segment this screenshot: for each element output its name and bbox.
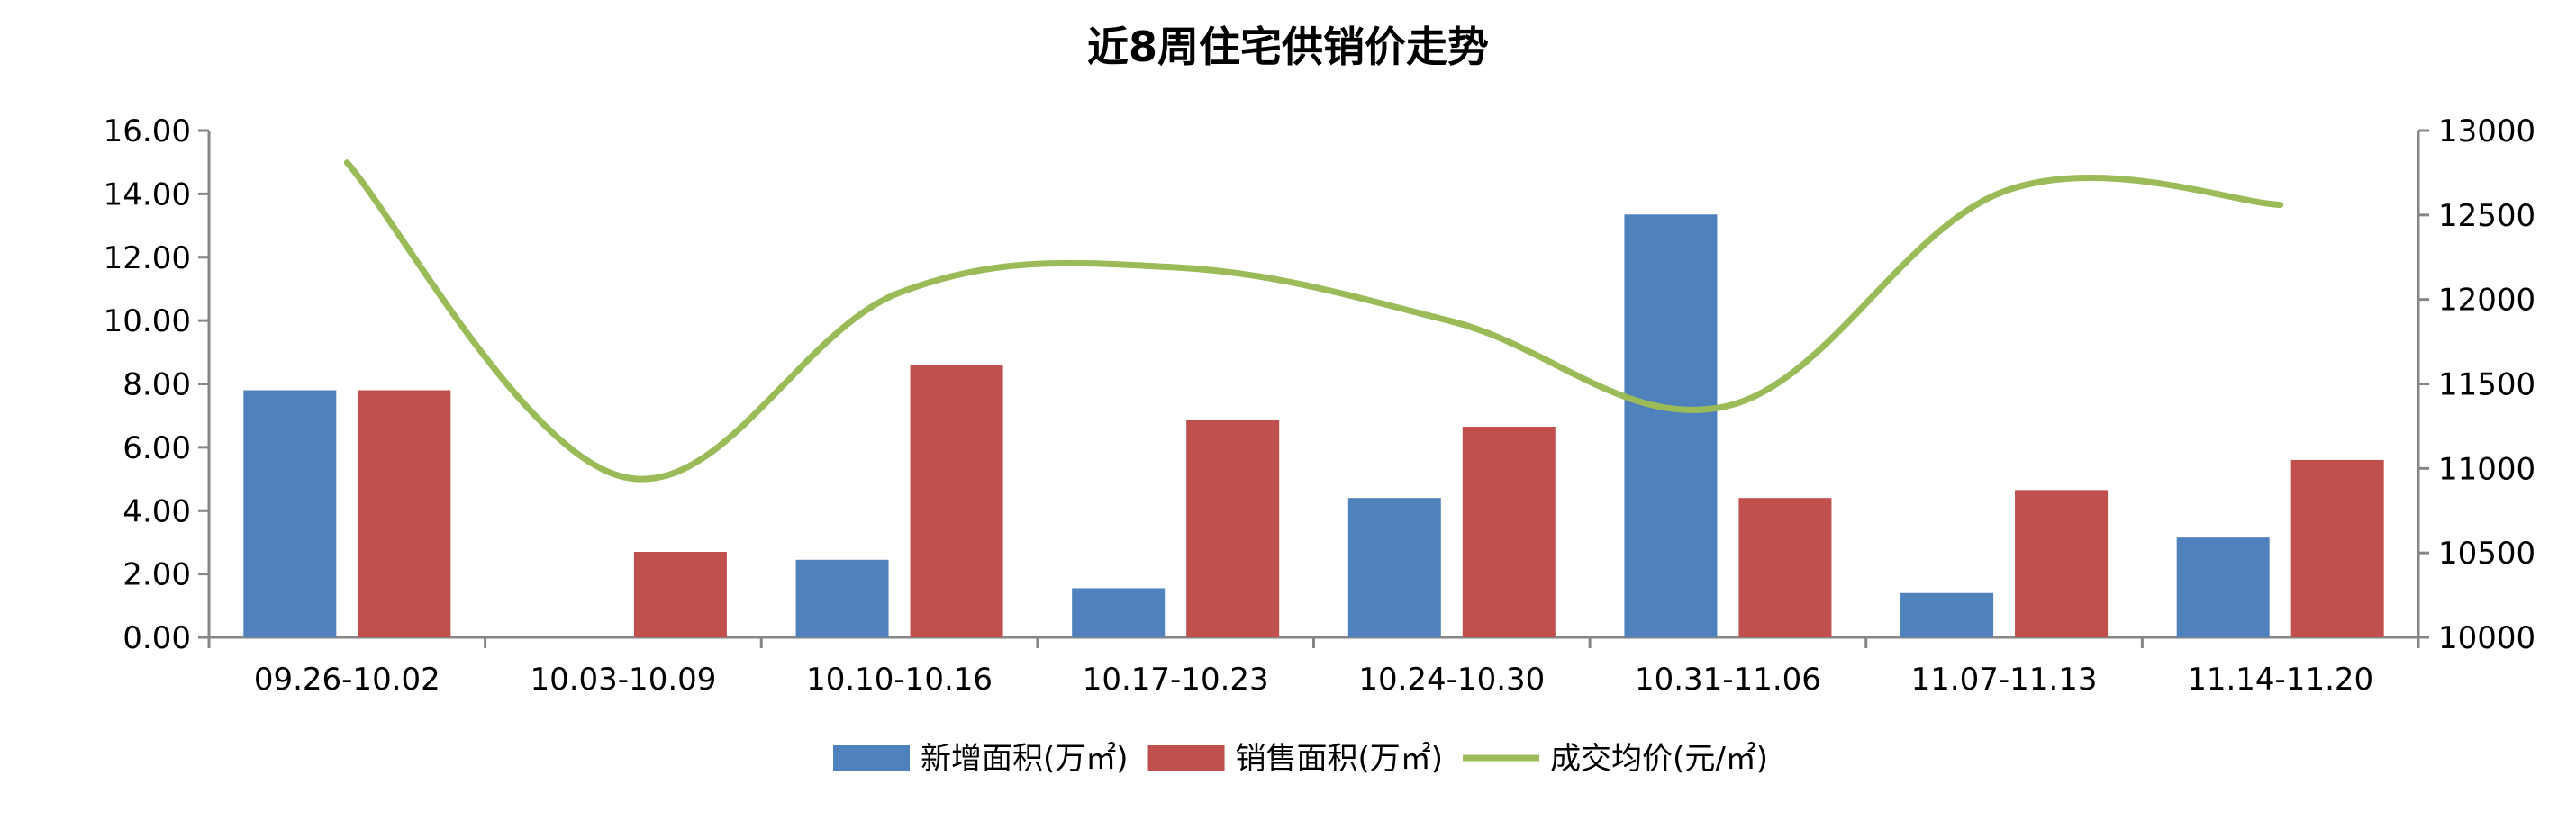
bar bbox=[2176, 537, 2270, 637]
x-tick-label: 11.07-11.13 bbox=[1911, 662, 2098, 698]
bar bbox=[1624, 214, 1718, 637]
y-left-tick-label: 2.00 bbox=[122, 557, 191, 593]
bar bbox=[1072, 588, 1166, 637]
y-left-tick-label: 12.00 bbox=[104, 240, 191, 276]
bar bbox=[243, 390, 337, 637]
x-tick-label: 10.17-10.23 bbox=[1083, 662, 1269, 698]
bar bbox=[1186, 420, 1280, 637]
chart-title: 近8周住宅供销价走势 bbox=[1087, 23, 1489, 71]
legend-label: 成交均价(元/㎡) bbox=[1550, 741, 1768, 777]
price-line bbox=[343, 159, 2284, 483]
y-right-tick-label: 11500 bbox=[2438, 367, 2535, 403]
y-right-tick-label: 10000 bbox=[2438, 620, 2535, 656]
x-tick-label: 10.03-10.09 bbox=[530, 662, 716, 698]
y-left-tick-label: 14.00 bbox=[104, 176, 191, 212]
bar bbox=[2290, 459, 2384, 637]
bar bbox=[910, 365, 1003, 637]
bar bbox=[1900, 592, 1994, 637]
legend-label: 新增面积(万㎡) bbox=[921, 741, 1129, 777]
bar bbox=[358, 390, 451, 637]
y-right-tick-label: 12500 bbox=[2438, 198, 2535, 234]
y-right-tick-label: 12000 bbox=[2438, 283, 2535, 319]
y-left-tick-label: 0.00 bbox=[122, 620, 191, 656]
x-tick-label: 10.24-10.30 bbox=[1358, 662, 1545, 698]
y-left-tick-label: 16.00 bbox=[104, 113, 191, 149]
legend: 新增面积(万㎡) 销售面积(万㎡) 成交均价(元/㎡) bbox=[833, 741, 1768, 777]
y-left-tick-label: 6.00 bbox=[122, 430, 191, 466]
y-right-tick-label: 11000 bbox=[2438, 451, 2535, 487]
y-left-tick-label: 4.00 bbox=[122, 493, 191, 529]
bar bbox=[633, 551, 727, 637]
bar bbox=[1462, 427, 1556, 637]
bar bbox=[1738, 498, 1832, 637]
bar bbox=[795, 559, 889, 637]
y-left-tick-label: 10.00 bbox=[104, 303, 191, 339]
plot-area: 0.00 2.00 4.00 6.00 8.00 10.00 12.00 14.00 16.00… bbox=[104, 113, 2536, 698]
x-tick-label: 10.10-10.16 bbox=[806, 662, 993, 698]
x-tick-label: 10.31-11.06 bbox=[1635, 662, 1821, 698]
x-tick-label: 09.26-10.02 bbox=[254, 662, 440, 698]
bar bbox=[2015, 490, 2109, 637]
legend-swatch bbox=[833, 745, 910, 771]
y-right-tick-label: 10500 bbox=[2438, 536, 2535, 572]
x-tick-label: 11.14-11.20 bbox=[2187, 662, 2373, 698]
bar bbox=[1347, 498, 1441, 637]
y-left-tick-label: 8.00 bbox=[122, 367, 191, 403]
legend-label: 销售面积(万㎡) bbox=[1236, 741, 1444, 777]
y-right-tick-label: 13000 bbox=[2438, 113, 2535, 149]
legend-swatch bbox=[1147, 745, 1225, 771]
